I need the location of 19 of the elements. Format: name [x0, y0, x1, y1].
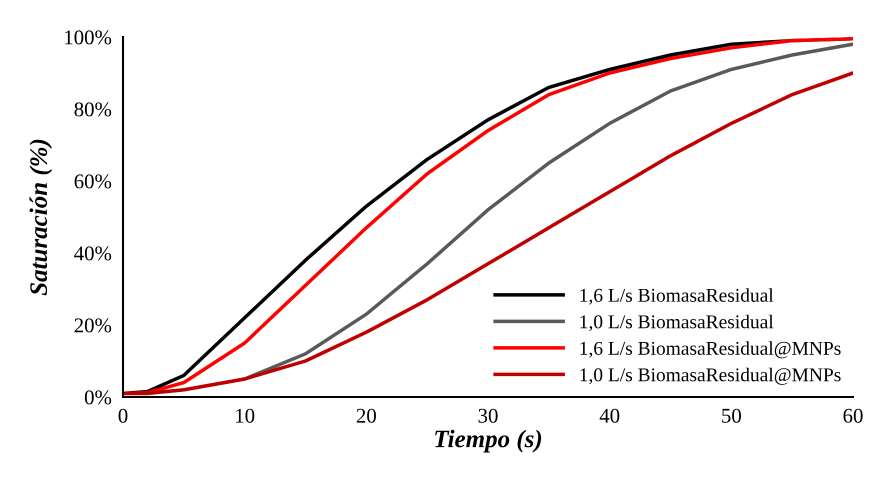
legend-label: 1,6 L/s BiomasaResidual@MNPs — [580, 341, 841, 358]
x-tick-label: 0 — [118, 408, 128, 423]
legend-label: 1,0 L/s BiomasaResidual — [580, 314, 774, 332]
y-tick-label: 20% — [74, 318, 112, 332]
x-tick-label: 50 — [722, 408, 741, 423]
legend-label: 1,6 L/s BiomasaResidual — [580, 288, 774, 305]
y-tick-label: 40% — [74, 246, 112, 260]
x-tick-label: 30 — [478, 408, 498, 423]
x-tick-label: 60 — [843, 408, 863, 423]
y-tick-label: 60% — [74, 174, 112, 188]
x-tick-label: 20 — [356, 408, 376, 423]
y-tick-label: 100% — [65, 30, 112, 44]
x-tick-label: 10 — [236, 408, 254, 423]
x-axis-title: Tiempo (s) — [435, 430, 542, 452]
legend-label: 1,0 L/s BiomasaResidual@MNPs — [580, 368, 841, 385]
y-tick-label: 0% — [84, 390, 112, 404]
x-tick-label: 40 — [600, 408, 620, 423]
y-tick-label: 80% — [74, 102, 112, 116]
y-axis-title: Saturación (%) — [29, 140, 52, 296]
